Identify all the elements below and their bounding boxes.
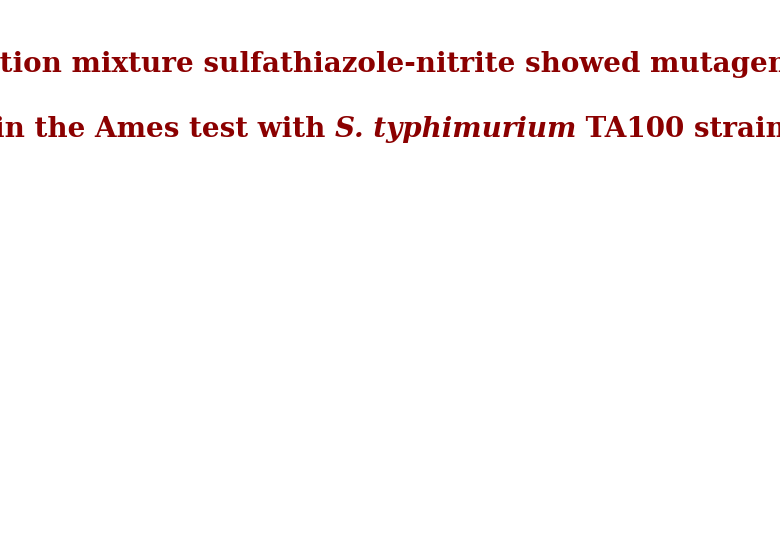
Text: in the Ames test with: in the Ames test with bbox=[0, 116, 335, 143]
Text: TA100 strain: TA100 strain bbox=[576, 116, 780, 143]
Text: Reaction mixture sulfathiazole-nitrite showed mutagenicity: Reaction mixture sulfathiazole-nitrite s… bbox=[0, 51, 780, 78]
Text: S. typhimurium: S. typhimurium bbox=[335, 116, 576, 143]
